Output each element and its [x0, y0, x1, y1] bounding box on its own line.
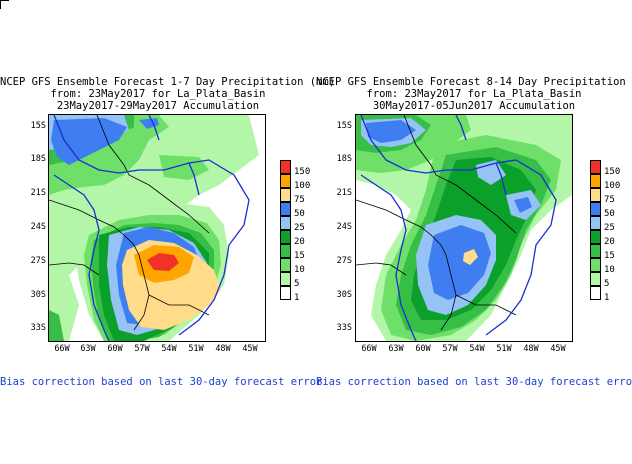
- legend-swatch: [590, 272, 601, 286]
- y-axis-label: 27S: [30, 256, 46, 266]
- panel-title: NCEP GFS Ensemble Forecast 8-14 Day Prec…: [316, 76, 632, 88]
- y-axis-label: 21S: [30, 188, 46, 198]
- x-axis-label: 57W: [442, 344, 458, 354]
- legend-swatch: [280, 286, 291, 300]
- y-axis-label: 30S: [336, 290, 352, 300]
- x-axis-label: 51W: [496, 344, 512, 354]
- panel-subtitle: from: 23May2017 for La_Plata_Basin: [366, 88, 582, 100]
- legend-label: 100: [294, 181, 311, 191]
- legend-label: 25: [604, 223, 615, 233]
- legend-label: 15: [294, 251, 305, 261]
- x-axis-label: 48W: [523, 344, 539, 354]
- legend-label: 20: [604, 237, 615, 247]
- forecast-panel-week1: NCEP GFS Ensemble Forecast 1-7 Day Preci…: [0, 76, 336, 388]
- x-axis-label: 51W: [188, 344, 204, 354]
- legend-label: 50: [294, 209, 305, 219]
- panel-period: 23May2017-29May2017 Accumulation: [56, 100, 260, 112]
- x-axis-label: 45W: [550, 344, 566, 354]
- y-axis-label: 33S: [336, 323, 352, 333]
- legend-label: 50: [604, 209, 615, 219]
- legend-label: 100: [604, 181, 621, 191]
- legend-swatch: [590, 174, 601, 188]
- legend-label: 1: [604, 293, 610, 303]
- y-axis-label: 21S: [336, 188, 352, 198]
- bias-correction-note: Bias correction based on last 30-day for…: [0, 376, 323, 388]
- legend-swatch: [280, 230, 291, 244]
- legend-swatch: [590, 230, 601, 244]
- panel-subtitle: from: 23May2017 for La_Plata_Basin: [50, 88, 266, 100]
- legend-swatch: [590, 160, 601, 174]
- legend-label: 5: [604, 279, 610, 289]
- legend-label: 150: [604, 167, 621, 177]
- y-axis-label: 15S: [336, 121, 352, 131]
- x-axis-label: 57W: [134, 344, 150, 354]
- legend-swatch: [590, 188, 601, 202]
- legend-swatch: [590, 244, 601, 258]
- legend-swatch: [280, 272, 291, 286]
- precip-map-canvas: [356, 115, 572, 341]
- legend-swatch: [280, 216, 291, 230]
- legend-swatch: [590, 258, 601, 272]
- legend-swatch: [280, 244, 291, 258]
- legend-swatch: [590, 216, 601, 230]
- legend-swatch: [280, 258, 291, 272]
- legend-label: 25: [294, 223, 305, 233]
- legend-swatch: [280, 174, 291, 188]
- legend-swatch: [280, 188, 291, 202]
- legend-label: 20: [294, 237, 305, 247]
- legend-swatch: [280, 160, 291, 174]
- legend-label: 15: [604, 251, 615, 261]
- x-axis-label: 66W: [54, 344, 70, 354]
- y-axis-label: 24S: [30, 222, 46, 232]
- x-axis-label: 54W: [469, 344, 485, 354]
- x-axis-label: 66W: [361, 344, 377, 354]
- y-axis-label: 30S: [30, 290, 46, 300]
- y-axis-label: 33S: [30, 323, 46, 333]
- x-axis-label: 60W: [415, 344, 431, 354]
- x-axis-label: 63W: [80, 344, 96, 354]
- legend-swatch: [590, 202, 601, 216]
- y-axis-label: 24S: [336, 222, 352, 232]
- corner-mark: [0, 0, 9, 9]
- legend-label: 5: [294, 279, 300, 289]
- y-axis-label: 18S: [30, 154, 46, 164]
- panel-period: 30May2017-05Jun2017 Accumulation: [372, 100, 576, 112]
- legend-label: 75: [294, 195, 305, 205]
- precip-map-week2: [355, 114, 573, 342]
- legend-swatch: [590, 286, 601, 300]
- legend-label: 10: [294, 265, 305, 275]
- legend-label: 150: [294, 167, 311, 177]
- forecast-panel-week2: NCEP GFS Ensemble Forecast 8-14 Day Prec…: [316, 0, 632, 464]
- y-axis-label: 15S: [30, 121, 46, 131]
- bias-correction-note: Bias correction based on last 30-day for…: [316, 376, 632, 388]
- x-axis-label: 63W: [388, 344, 404, 354]
- y-axis-label: 18S: [336, 154, 352, 164]
- y-axis-label: 27S: [336, 256, 352, 266]
- legend-label: 75: [604, 195, 615, 205]
- legend-label: 10: [604, 265, 615, 275]
- panel-title: NCEP GFS Ensemble Forecast 1-7 Day Preci…: [0, 76, 336, 88]
- precip-map-canvas: [49, 115, 265, 341]
- legend-swatch: [280, 202, 291, 216]
- precip-map-week1: [48, 114, 266, 342]
- x-axis-label: 54W: [161, 344, 177, 354]
- x-axis-label: 45W: [242, 344, 258, 354]
- legend-label: 1: [294, 293, 300, 303]
- x-axis-label: 48W: [215, 344, 231, 354]
- x-axis-label: 60W: [107, 344, 123, 354]
